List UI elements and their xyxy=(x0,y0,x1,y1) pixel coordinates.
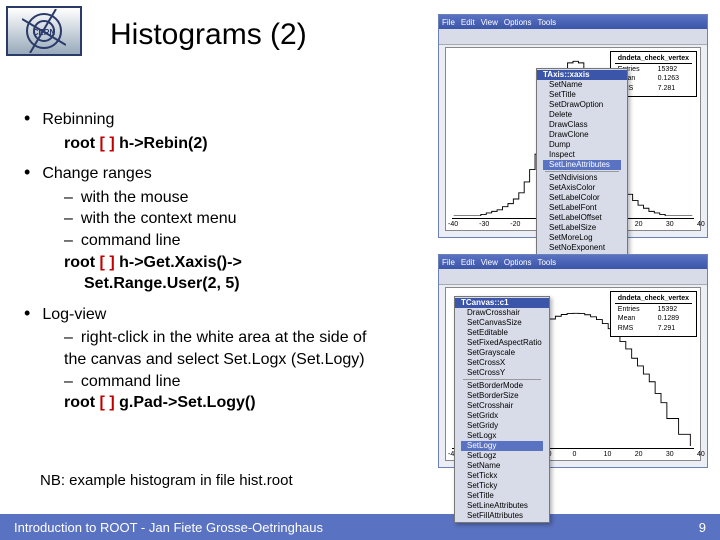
svg-text:CERN: CERN xyxy=(33,28,56,37)
context-menu-2[interactable]: TCanvas::c1 DrawCrosshairSetCanvasSizeSe… xyxy=(454,296,550,523)
ctx-item[interactable]: SetMoreLog xyxy=(543,233,621,243)
code-setlogy: root [ ] g.Pad->Set.Logy() xyxy=(64,392,414,414)
ctx-item[interactable]: SetCrossX xyxy=(461,358,543,368)
menubar-1[interactable]: FileEditViewOptionsTools xyxy=(439,15,707,29)
ctx2-title: TCanvas::c1 xyxy=(455,298,549,308)
root-canvas-1: FileEditViewOptionsTools dndeta_check_ve… xyxy=(438,14,708,238)
ctx-item[interactable]: SetLineAttributes xyxy=(461,501,543,511)
ctx-item[interactable]: SetNoExponent xyxy=(543,243,621,253)
ctx-item[interactable]: SetCrosshair xyxy=(461,401,543,411)
sub-cmdline2: command line xyxy=(64,371,414,393)
footer: Introduction to ROOT - Jan Fiete Grosse-… xyxy=(0,514,720,540)
ctx-item[interactable]: SetName xyxy=(461,461,543,471)
ctx-item[interactable]: SetLabelSize xyxy=(543,223,621,233)
bullet-changeranges: Change ranges xyxy=(24,160,414,185)
ctx-item[interactable]: Delete xyxy=(543,110,621,120)
bullet-rebinning: Rebinning xyxy=(24,106,414,131)
ctx-item[interactable]: Dump xyxy=(543,140,621,150)
ctx-item[interactable]: SetBorderMode xyxy=(461,381,543,391)
content-body: Rebinning root [ ] h->Rebin(2) Change ra… xyxy=(24,100,414,414)
ctx-item[interactable]: SetDrawOption xyxy=(543,100,621,110)
toolbar-1[interactable] xyxy=(439,29,707,45)
page-number: 9 xyxy=(699,520,706,535)
ctx-item[interactable]: SetNdivisions xyxy=(543,173,621,183)
sub-contextmenu: with the context menu xyxy=(64,208,414,230)
page-title: Histograms (2) xyxy=(110,18,307,52)
root-canvas-2: FileEditViewOptionsTools dndeta_check_ve… xyxy=(438,254,708,468)
sub-mouse: with the mouse xyxy=(64,187,414,209)
ctx-item[interactable]: SetTitle xyxy=(543,90,621,100)
ctx-item[interactable]: SetTitle xyxy=(461,491,543,501)
ctx-item[interactable]: SetLabelColor xyxy=(543,193,621,203)
ctx-item[interactable]: SetCrossY xyxy=(461,368,543,378)
ctx-item[interactable]: DrawClass xyxy=(543,120,621,130)
ctx-item[interactable]: SetName xyxy=(543,80,621,90)
ctx-item[interactable]: SetLogz xyxy=(461,451,543,461)
ctx-item[interactable]: SetEditable xyxy=(461,328,543,338)
toolbar-2[interactable] xyxy=(439,269,707,285)
ctx-item[interactable]: DrawClone xyxy=(543,130,621,140)
cern-logo: CERN xyxy=(6,6,82,56)
ctx-item[interactable]: SetLabelOffset xyxy=(543,213,621,223)
footer-text: Introduction to ROOT - Jan Fiete Grosse-… xyxy=(14,520,323,535)
ctx1-title: TAxis::xaxis xyxy=(537,70,627,80)
ctx-item[interactable]: SetGridy xyxy=(461,421,543,431)
ctx-item[interactable]: DrawCrosshair xyxy=(461,308,543,318)
footnote: NB: example histogram in file hist.root xyxy=(40,472,293,489)
code-rebin: root [ ] h->Rebin(2) xyxy=(64,133,414,155)
statbox-2: dndeta_check_vertex Entries15392 Mean0.1… xyxy=(610,291,697,337)
ctx-item[interactable]: SetLabelFont xyxy=(543,203,621,213)
ctx-item[interactable]: Inspect xyxy=(543,150,621,160)
menubar-2[interactable]: FileEditViewOptionsTools xyxy=(439,255,707,269)
ctx-item[interactable]: SetAxisColor xyxy=(543,183,621,193)
plot-area-1[interactable]: dndeta_check_vertex Entries15392 Mean0.1… xyxy=(445,47,701,231)
plot-area-2[interactable]: dndeta_check_vertex Entries15392 Mean0.1… xyxy=(445,287,701,461)
ctx-item[interactable]: SetBorderSize xyxy=(461,391,543,401)
ctx-item[interactable]: SetLineAttributes xyxy=(543,160,621,170)
sub-rightclick: right-click in the white area at the sid… xyxy=(64,327,374,370)
code-getxaxis: root [ ] h->Get.Xaxis()-> xyxy=(64,252,414,274)
ctx-item[interactable]: SetFixedAspectRatio xyxy=(461,338,543,348)
ctx-item[interactable]: SetFillAttributes xyxy=(461,511,543,521)
code-setrange: Set.Range.User(2, 5) xyxy=(84,273,414,295)
ctx-item[interactable]: SetTicky xyxy=(461,481,543,491)
bullet-logview: Log-view xyxy=(24,301,414,326)
ctx-item[interactable]: SetGridx xyxy=(461,411,543,421)
ctx-item[interactable]: SetLogx xyxy=(461,431,543,441)
ctx-item[interactable]: SetTickx xyxy=(461,471,543,481)
ctx-item[interactable]: SetLogy xyxy=(461,441,543,451)
ctx-item[interactable]: SetGrayscale xyxy=(461,348,543,358)
ctx-item[interactable]: SetCanvasSize xyxy=(461,318,543,328)
sub-cmdline1: command line xyxy=(64,230,414,252)
